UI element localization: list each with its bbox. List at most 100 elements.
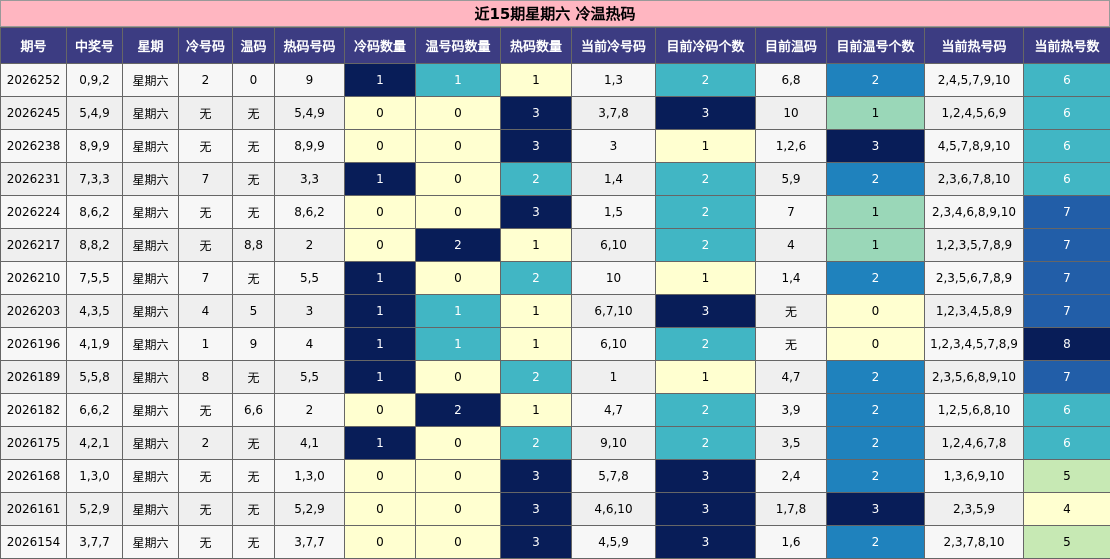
cell-warm-count: 0 [416,196,501,229]
cell-current-hot-count: 7 [1024,196,1110,229]
cell-weekday: 星期六 [123,229,179,262]
cell-current-cold: 4,6,10 [572,493,656,526]
cell-current-cold: 4,5,9 [572,526,656,559]
cell-current-hot: 1,2,3,4,5,8,9 [925,295,1024,328]
cell-current-hot-count: 6 [1024,427,1110,460]
cell-current-cold-count: 2 [656,328,756,361]
cell-hot-number: 2 [275,229,345,262]
cell-warm-number: 无 [233,460,275,493]
cell-cold-number: 无 [179,493,233,526]
cell-warm-number: 无 [233,262,275,295]
cell-warm-number: 8,8 [233,229,275,262]
cell-current-warm: 4,7 [756,361,827,394]
cell-warm-count: 0 [416,361,501,394]
cell-weekday: 星期六 [123,394,179,427]
header-weekday: 星期 [123,28,179,64]
cell-hot-number: 8,6,2 [275,196,345,229]
header-current-warm-count: 目前温号个数 [827,28,925,64]
cell-current-warm-count: 1 [827,97,925,130]
cell-current-warm-count: 2 [827,526,925,559]
cell-current-cold-count: 1 [656,262,756,295]
cell-current-cold-count: 3 [656,295,756,328]
header-warm-count: 温号码数量 [416,28,501,64]
header-issue: 期号 [1,28,67,64]
cell-issue: 2026175 [1,427,67,460]
cell-hot-count: 3 [501,460,572,493]
cell-cold-count: 1 [345,262,416,295]
cell-hot-number: 3 [275,295,345,328]
header-current-hot-count: 当前热号数 [1024,28,1110,64]
cell-cold-number: 无 [179,526,233,559]
cell-current-hot: 2,3,4,6,8,9,10 [925,196,1024,229]
cell-current-hot-count: 6 [1024,163,1110,196]
header-row: 期号中奖号星期冷号码温码热码号码冷码数量温号码数量热码数量当前冷号码目前冷码个数… [1,28,1110,64]
header-hot-count: 热码数量 [501,28,572,64]
cell-cold-number: 4 [179,295,233,328]
cell-weekday: 星期六 [123,460,179,493]
cell-current-cold: 9,10 [572,427,656,460]
cell-current-warm-count: 1 [827,229,925,262]
cell-warm-count: 0 [416,130,501,163]
cell-issue: 2026217 [1,229,67,262]
cell-hot-count: 3 [501,130,572,163]
cell-cold-number: 2 [179,427,233,460]
cell-weekday: 星期六 [123,64,179,97]
cell-cold-number: 无 [179,196,233,229]
cell-hot-count: 2 [501,163,572,196]
cell-current-cold-count: 3 [656,526,756,559]
cell-cold-count: 1 [345,295,416,328]
header-current-cold-count: 目前冷码个数 [656,28,756,64]
cell-current-warm-count: 0 [827,328,925,361]
cell-current-cold: 3,7,8 [572,97,656,130]
cell-cold-count: 1 [345,64,416,97]
cell-winning-number: 7,3,3 [67,163,123,196]
cell-current-cold-count: 2 [656,427,756,460]
header-current-cold: 当前冷号码 [572,28,656,64]
cell-hot-number: 2 [275,394,345,427]
cell-current-hot: 1,2,4,5,6,9 [925,97,1024,130]
table-title: 近15期星期六 冷温热码 [0,0,1110,27]
cell-warm-count: 1 [416,295,501,328]
cell-weekday: 星期六 [123,328,179,361]
cell-current-warm: 7 [756,196,827,229]
cell-current-warm-count: 2 [827,262,925,295]
cell-current-cold-count: 2 [656,163,756,196]
cell-issue: 2026196 [1,328,67,361]
cell-cold-number: 无 [179,130,233,163]
cell-hot-count: 2 [501,262,572,295]
cell-current-hot: 1,2,5,6,8,10 [925,394,1024,427]
cell-warm-count: 0 [416,526,501,559]
cell-current-cold: 1,5 [572,196,656,229]
cell-warm-count: 0 [416,460,501,493]
cell-current-warm: 1,6 [756,526,827,559]
cell-warm-count: 0 [416,163,501,196]
cell-winning-number: 7,5,5 [67,262,123,295]
cell-current-hot-count: 7 [1024,295,1110,328]
cell-winning-number: 4,1,9 [67,328,123,361]
cell-current-hot: 4,5,7,8,9,10 [925,130,1024,163]
cell-warm-number: 5 [233,295,275,328]
cell-current-cold-count: 1 [656,130,756,163]
cell-issue: 2026210 [1,262,67,295]
cell-warm-number: 无 [233,130,275,163]
cell-cold-number: 1 [179,328,233,361]
cell-cold-count: 0 [345,526,416,559]
cell-current-hot: 1,3,6,9,10 [925,460,1024,493]
cell-cold-count: 0 [345,493,416,526]
cell-hot-count: 3 [501,493,572,526]
cell-weekday: 星期六 [123,526,179,559]
cell-current-hot-count: 7 [1024,262,1110,295]
cell-cold-number: 7 [179,163,233,196]
cell-current-warm-count: 2 [827,394,925,427]
cell-current-warm: 5,9 [756,163,827,196]
cell-winning-number: 4,2,1 [67,427,123,460]
cell-cold-number: 2 [179,64,233,97]
